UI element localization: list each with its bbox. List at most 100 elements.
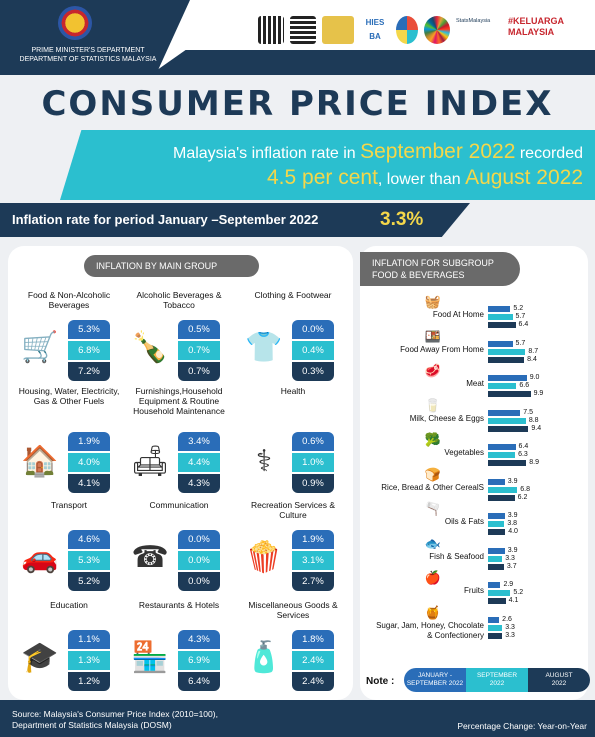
value-jan-sep: 1.9% (68, 432, 110, 451)
source-line-2: Department of Statistics Malaysia (DOSM) (12, 720, 172, 730)
keluarga-malaysia-logo: #KELUARGA MALAYSIA (508, 16, 564, 37)
stats-malaysia-social-logo: StatsMalaysia (456, 18, 491, 24)
subgroup-bar-value: 5.2 (513, 305, 524, 312)
bottles-icon: 🍾 (131, 331, 169, 364)
phone-icon: ☎ (131, 541, 169, 574)
subgroup-label: Food Away From Home (400, 344, 484, 354)
value-september: 0.0% (178, 551, 220, 570)
note-label: Note : (366, 676, 395, 687)
headline-text: , lower than (377, 171, 466, 188)
main-group-values: 1.1% 1.3% 1.2% (68, 630, 110, 693)
wardrobe-icon: 👕 (245, 331, 283, 364)
subgroup-bar (488, 322, 516, 328)
main-group-values: 0.0% 0.0% 0.0% (178, 530, 220, 593)
subgroup-bar (488, 348, 526, 355)
value-august: 7.2% (68, 362, 110, 381)
subgroup-panel (360, 246, 588, 700)
main-group-values: 0.5% 0.7% 0.7% (178, 320, 220, 383)
main-group-values: 1.8% 2.4% 2.4% (292, 630, 334, 693)
value-jan-sep: 0.0% (292, 320, 334, 339)
value-august: 0.3% (292, 362, 334, 381)
value-august: 5.2% (68, 572, 110, 591)
subgroup-bar-value: 7.5 (523, 408, 533, 416)
legend-text: AUGUST (545, 672, 573, 679)
subgroup-bar (488, 563, 504, 570)
value-august: 2.4% (292, 672, 334, 691)
dept-line-2: DEPARTMENT OF STATISTICS MALAYSIA (19, 56, 157, 63)
partner-logos: HIES BA StatsMalaysia #KELUARGA MALAYSIA (258, 16, 570, 44)
subgroup-bar (488, 513, 505, 519)
value-august: 0.7% (178, 362, 220, 381)
subgroup-bar-value: 3.3 (505, 623, 515, 631)
main-group-name: Education (50, 600, 88, 610)
subgroup-bar-value: 3.9 (507, 512, 518, 519)
legend-text: 2022 (551, 680, 567, 687)
main-group-values: 4.6% 5.3% 5.2% (68, 530, 110, 593)
subgroup-bar-value: 9.4 (531, 424, 542, 432)
groceries-icon: 🛒 (21, 331, 59, 364)
oil-icon: 🫗 (424, 501, 442, 516)
subgroup-bar-value: 6.4 (518, 443, 529, 450)
subgroup-bar-value: 3.3 (505, 554, 515, 562)
subgroup-label: Food At Home (432, 310, 484, 319)
meat-icon: 🥩 (424, 363, 442, 378)
subgroup-bar-value: 5.7 (515, 339, 526, 347)
value-jan-sep: 0.0% (178, 530, 220, 549)
subgroup-heading: INFLATION FOR SUBGROUP FOOD & BEVERAGES (360, 252, 520, 286)
subgroup-bar-value: 8.4 (527, 355, 537, 363)
legend-item: AUGUST 2022 (528, 668, 590, 692)
value-jan-sep: 0.6% (292, 432, 334, 451)
legend-item: SEPTEMBER 2022 (466, 668, 528, 692)
main-group-name: Health (280, 386, 306, 396)
subgroup-bar (488, 383, 517, 389)
subgroup-bar (488, 478, 505, 485)
headline-text: recorded (515, 145, 583, 162)
page-title: CONSUMER PRICE INDEX (41, 84, 554, 124)
value-august: 4.1% (68, 474, 110, 493)
milk-icon: 🥛 (424, 397, 442, 413)
subgroup-bar (488, 375, 527, 381)
headline-line-1: Malaysia's inflation rate in September 2… (173, 140, 583, 164)
subgroup-bar (488, 632, 503, 639)
car-icon: 🚗 (21, 541, 59, 574)
subgroup-bar (488, 486, 518, 493)
furniture-icon: 🛋 (130, 445, 170, 478)
subgroup-bar-value: 5.7 (515, 313, 526, 320)
subgroup-bar-value: 3.9 (507, 546, 518, 554)
subgroup-bar-value: 6.2 (517, 493, 528, 501)
value-jan-sep: 0.5% (178, 320, 220, 339)
main-group-name: Furnishings,Household Equipment & Routin… (133, 386, 225, 416)
subgroup-bar (488, 444, 516, 450)
headline-month: September 2022 (360, 140, 516, 163)
main-group-name: Clothing & Footwear (254, 290, 332, 300)
subgroup-bar-value: 6.8 (520, 485, 530, 493)
sdg-logo (424, 16, 450, 44)
jam-icon: 🍯 (424, 604, 442, 620)
fruit-icon: 🍎 (424, 570, 442, 585)
department-name: PRIME MINISTER'S DEPARTMENT DEPARTMENT O… (8, 46, 168, 64)
headline-banner: Malaysia's inflation rate in September 2… (60, 130, 595, 200)
value-september: 6.9% (178, 651, 220, 670)
header-dark-band (0, 0, 190, 75)
qr-code-icon (258, 16, 284, 44)
qr-code-icon (290, 16, 316, 44)
subgroup-bar (488, 529, 506, 535)
value-august: 1.2% (68, 672, 110, 691)
headline-compare-month: August 2022 (465, 166, 583, 189)
subgroup-bar-value: 3.3 (505, 631, 515, 639)
subgroup-bar-value: 9.0 (529, 374, 540, 381)
value-september: 1.0% (292, 453, 334, 472)
subgroup-bar-value: 6.4 (518, 321, 529, 328)
value-august: 0.9% (292, 474, 334, 493)
restaurant-icon: 🏪 (131, 641, 169, 674)
census-logo (396, 16, 418, 44)
subgroup-bar-value: 2.9 (503, 581, 514, 588)
subgroup-bar (488, 391, 531, 397)
subgroup-bar-value: 8.7 (528, 347, 539, 355)
value-august: 6.4% (178, 672, 220, 691)
period-label: Inflation rate for period January –Septe… (12, 212, 319, 227)
subgroup-bar-value: 8.9 (529, 459, 539, 466)
health-icon: ⚕ (255, 445, 273, 478)
source-line-1: Source: Malaysia's Consumer Price Index … (12, 709, 218, 719)
value-september: 4.0% (68, 453, 110, 472)
